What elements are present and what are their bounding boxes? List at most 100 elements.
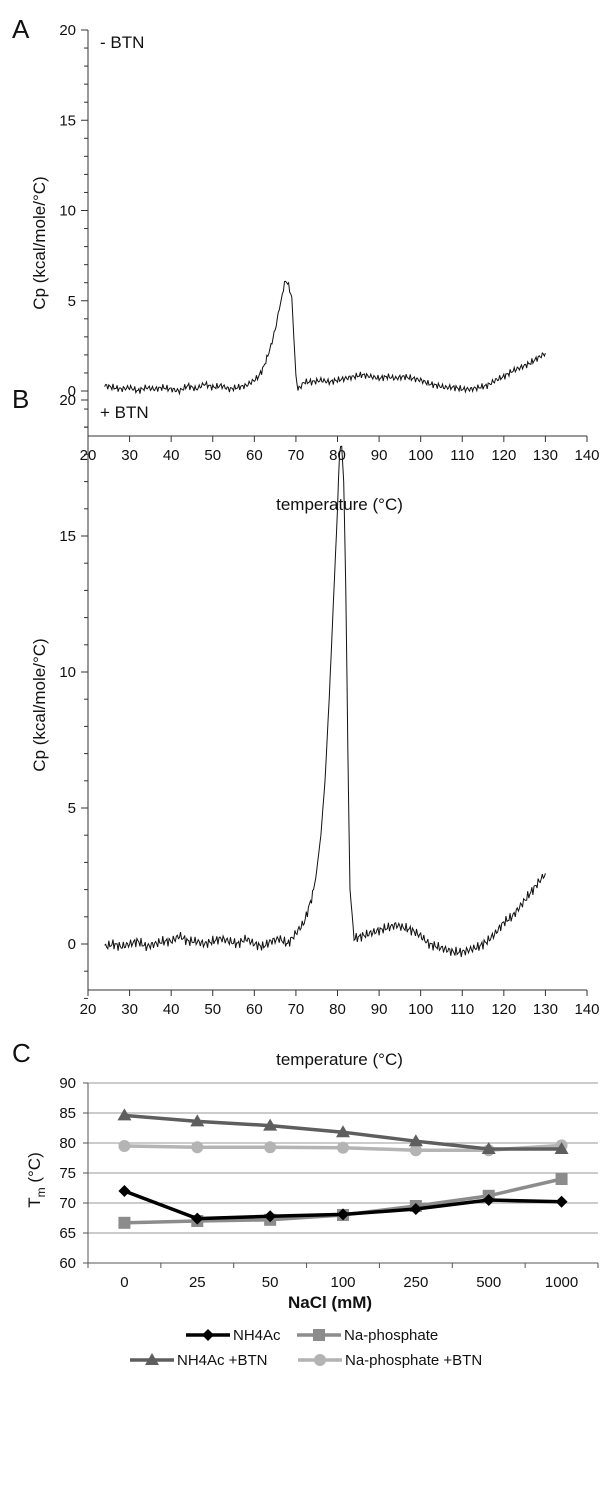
y-axis-label: Tm (°C) [25,1152,48,1208]
x-tick-label: 130 [533,447,558,464]
data-point [263,1118,278,1131]
data-point [555,1195,568,1208]
x-tick-label: 70 [288,1001,305,1018]
y-tick-label: 5 [68,800,76,817]
series-nh4ac-btn [117,1108,569,1154]
x-tick-label: 50 [204,447,221,464]
legend-entry: NH4Ac [233,1327,281,1344]
x-tick-label: 60 [246,1001,263,1018]
y-tick-label: 0 [68,936,76,953]
x-tick-label: 0 [120,1274,128,1291]
x-tick-label: 30 [121,447,138,464]
x-tick-label: 30 [121,1001,138,1018]
data-point [554,1142,569,1154]
chart-panel-a: A - BTN 0 5 10 15 20 20 30 40 50 60 70 80 90 100 110 120 1… [12,14,600,514]
data-point [481,1142,496,1154]
y-axis-label-main: T [25,1197,44,1207]
y-tick-label: 10 [59,664,76,681]
y-tick-label: 20 [59,22,76,39]
x-axis-label: temperature (°C) [276,1050,403,1069]
y-tick-label: 85 [59,1105,76,1122]
data-point [408,1134,423,1147]
y-tick-label: 0 [68,383,76,400]
x-tick-label: 40 [163,1001,180,1018]
legend-entry: Na-phosphate [344,1327,438,1344]
data-point [264,1210,277,1223]
x-tick-label: 110 [450,1001,474,1018]
x-tick-label: 120 [491,447,516,464]
panel-annotation: - BTN [100,33,144,52]
x-tick-label: 100 [408,1001,433,1018]
data-point [555,1173,568,1185]
cp-trace [104,445,546,958]
y-tick-label: 80 [59,1135,76,1152]
y-axis-label: Cp (kcal/mole/°C) [30,176,49,309]
x-tick-label: 70 [288,447,305,464]
x-tick-label: 90 [371,1001,388,1018]
cp-trace [104,280,546,396]
legend-entry: Na-phosphate +BTN [345,1352,482,1369]
x-tick-label: 1000 [545,1274,578,1291]
data-point [191,1141,204,1154]
data-point [409,1203,422,1215]
y-axis-label: Cp (kcal/mole/°C) [30,638,49,771]
y-tick-label: 90 [59,1075,76,1092]
x-tick-label: 50 [204,1001,221,1018]
panel-label: C [12,1038,31,1068]
x-tick-label: 120 [491,1001,516,1018]
x-tick-label: 20 [80,1001,97,1018]
x-tick-label: 100 [330,1274,355,1291]
y-tick-label: 60 [59,1255,76,1272]
x-tick-label: 250 [403,1274,428,1291]
x-axis-label: NaCl (mM) [288,1293,372,1312]
chart-panel-c: C 60 65 70 75 80 85 90 0 25 50 100 250 500 1000 NaCl (m… [12,1038,599,1369]
x-tick-label: 130 [533,1001,558,1018]
x-tick-label: 90 [371,447,388,464]
x-tick-label: 140 [574,447,599,464]
x-tick-label: 50 [262,1274,279,1291]
data-point [118,1140,131,1152]
x-tick-label: 110 [450,447,474,464]
series-nh4ac [118,1185,568,1225]
x-tick-label: 60 [246,447,263,464]
y-tick-label: 15 [59,528,76,545]
data-point [118,1185,131,1197]
legend-swatch-marker [313,1329,325,1341]
data-point [482,1194,495,1206]
panel-label: B [12,384,29,414]
x-tick-label: 80 [329,447,346,464]
x-tick-label: 100 [408,447,433,464]
y-axis-label-unit: (°C) [25,1152,44,1187]
y-tick-label: 5 [68,293,76,310]
x-tick-label: 40 [163,447,180,464]
chart-panel-b: B + BTN 0 5 10 15 20 20 30 40 50 60 70 80 90 100 110 120 1… [12,384,600,1069]
panel-label: A [12,14,30,44]
y-tick-label: 20 [59,392,76,409]
data-point [118,1216,131,1229]
legend: NH4Ac Na-phosphate NH4Ac +BTN Na-phosphate … [130,1327,482,1369]
data-point [191,1212,204,1225]
legend-swatch-marker [202,1329,214,1341]
data-point [190,1114,205,1127]
x-axis-label: temperature (°C) [276,495,403,514]
data-point [336,1125,350,1138]
y-tick-label: 75 [59,1165,76,1182]
panel-annotation: + BTN [100,403,149,422]
data-point [409,1144,422,1157]
y-tick-label: 65 [59,1225,76,1242]
data-point [117,1108,132,1121]
data-point [337,1208,349,1221]
legend-swatch-marker [314,1354,326,1366]
y-tick-label: 70 [59,1195,76,1212]
legend-entry: NH4Ac +BTN [177,1352,267,1369]
data-point [337,1141,349,1154]
x-tick-label: 140 [574,1001,599,1018]
data-point [264,1141,277,1154]
x-tick-label: 80 [329,1001,346,1018]
legend-swatch-marker [145,1353,159,1365]
x-tick-label: 25 [189,1274,206,1291]
x-tick-label: 500 [476,1274,501,1291]
y-tick-label: 15 [59,112,76,129]
y-axis-label-subscript: m [34,1187,48,1197]
